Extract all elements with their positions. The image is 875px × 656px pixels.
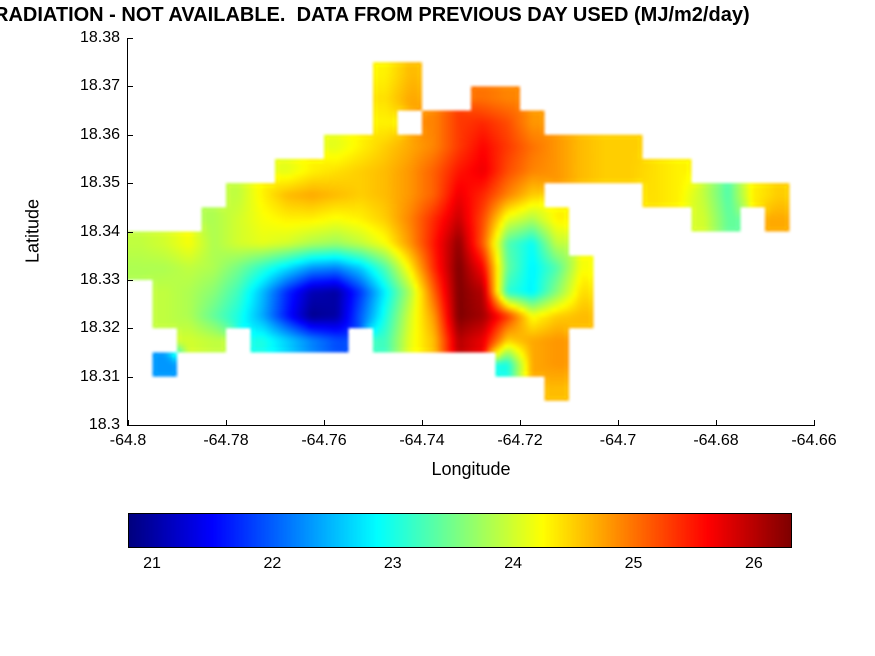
- y-tick-label: 18.3: [88, 416, 120, 433]
- x-tick-label: -64.8: [109, 432, 147, 449]
- y-tick-mark: [128, 231, 133, 233]
- colorbar-tick-label: 22: [263, 555, 282, 572]
- colorbar-tick-label: 23: [383, 555, 402, 572]
- colorbar-tick-label: 25: [624, 555, 643, 572]
- x-tick-mark: [226, 420, 227, 425]
- colorbar-tick-label: 24: [504, 555, 523, 572]
- colorbar-canvas: [129, 514, 791, 547]
- colorbar-tick-label: 21: [143, 555, 161, 572]
- y-tick-mark: [128, 376, 133, 378]
- y-tick-label: 18.36: [79, 125, 120, 143]
- y-axis-line: [127, 38, 128, 426]
- y-tick-label: 18.32: [79, 319, 120, 337]
- x-tick-label: -64.72: [497, 432, 543, 449]
- y-tick-mark: [128, 38, 133, 39]
- y-tick-label: 18.38: [79, 29, 120, 46]
- y-tick-label: 18.33: [79, 270, 120, 288]
- x-axis-label: Longitude: [431, 459, 511, 479]
- y-tick-mark: [128, 86, 133, 88]
- y-tick-label: 18.37: [79, 77, 120, 95]
- plot-area: [128, 38, 814, 425]
- x-tick-mark: [716, 420, 717, 425]
- y-tick-mark: [128, 328, 133, 330]
- x-tick-label: -64.66: [791, 432, 837, 449]
- y-tick-mark: [128, 425, 133, 426]
- y-tick-label: 18.31: [79, 367, 120, 385]
- y-tick-label: 18.35: [79, 174, 120, 192]
- x-tick-mark: [128, 420, 129, 425]
- colorbar-tick-label: 26: [744, 555, 763, 572]
- x-tick-label: -64.68: [693, 432, 739, 449]
- x-tick-label: -64.7: [599, 432, 637, 449]
- x-tick-label: -64.76: [301, 432, 347, 449]
- x-tick-label: -64.78: [203, 432, 249, 449]
- colorbar: [128, 513, 792, 548]
- x-tick-mark: [422, 420, 423, 425]
- x-axis-line: [127, 425, 815, 426]
- x-tick-mark: [814, 420, 815, 425]
- x-tick-mark: [520, 420, 521, 425]
- contour-map-canvas: [128, 38, 814, 425]
- chart-title: RADIATION - NOT AVAILABLE. DATA FROM PRE…: [0, 4, 750, 26]
- x-tick-mark: [618, 420, 619, 425]
- x-tick-mark: [324, 420, 325, 425]
- y-tick-label: 18.34: [79, 222, 120, 240]
- y-tick-mark: [128, 134, 133, 136]
- y-tick-mark: [128, 183, 133, 185]
- x-tick-label: -64.74: [399, 432, 445, 449]
- y-tick-mark: [128, 279, 133, 281]
